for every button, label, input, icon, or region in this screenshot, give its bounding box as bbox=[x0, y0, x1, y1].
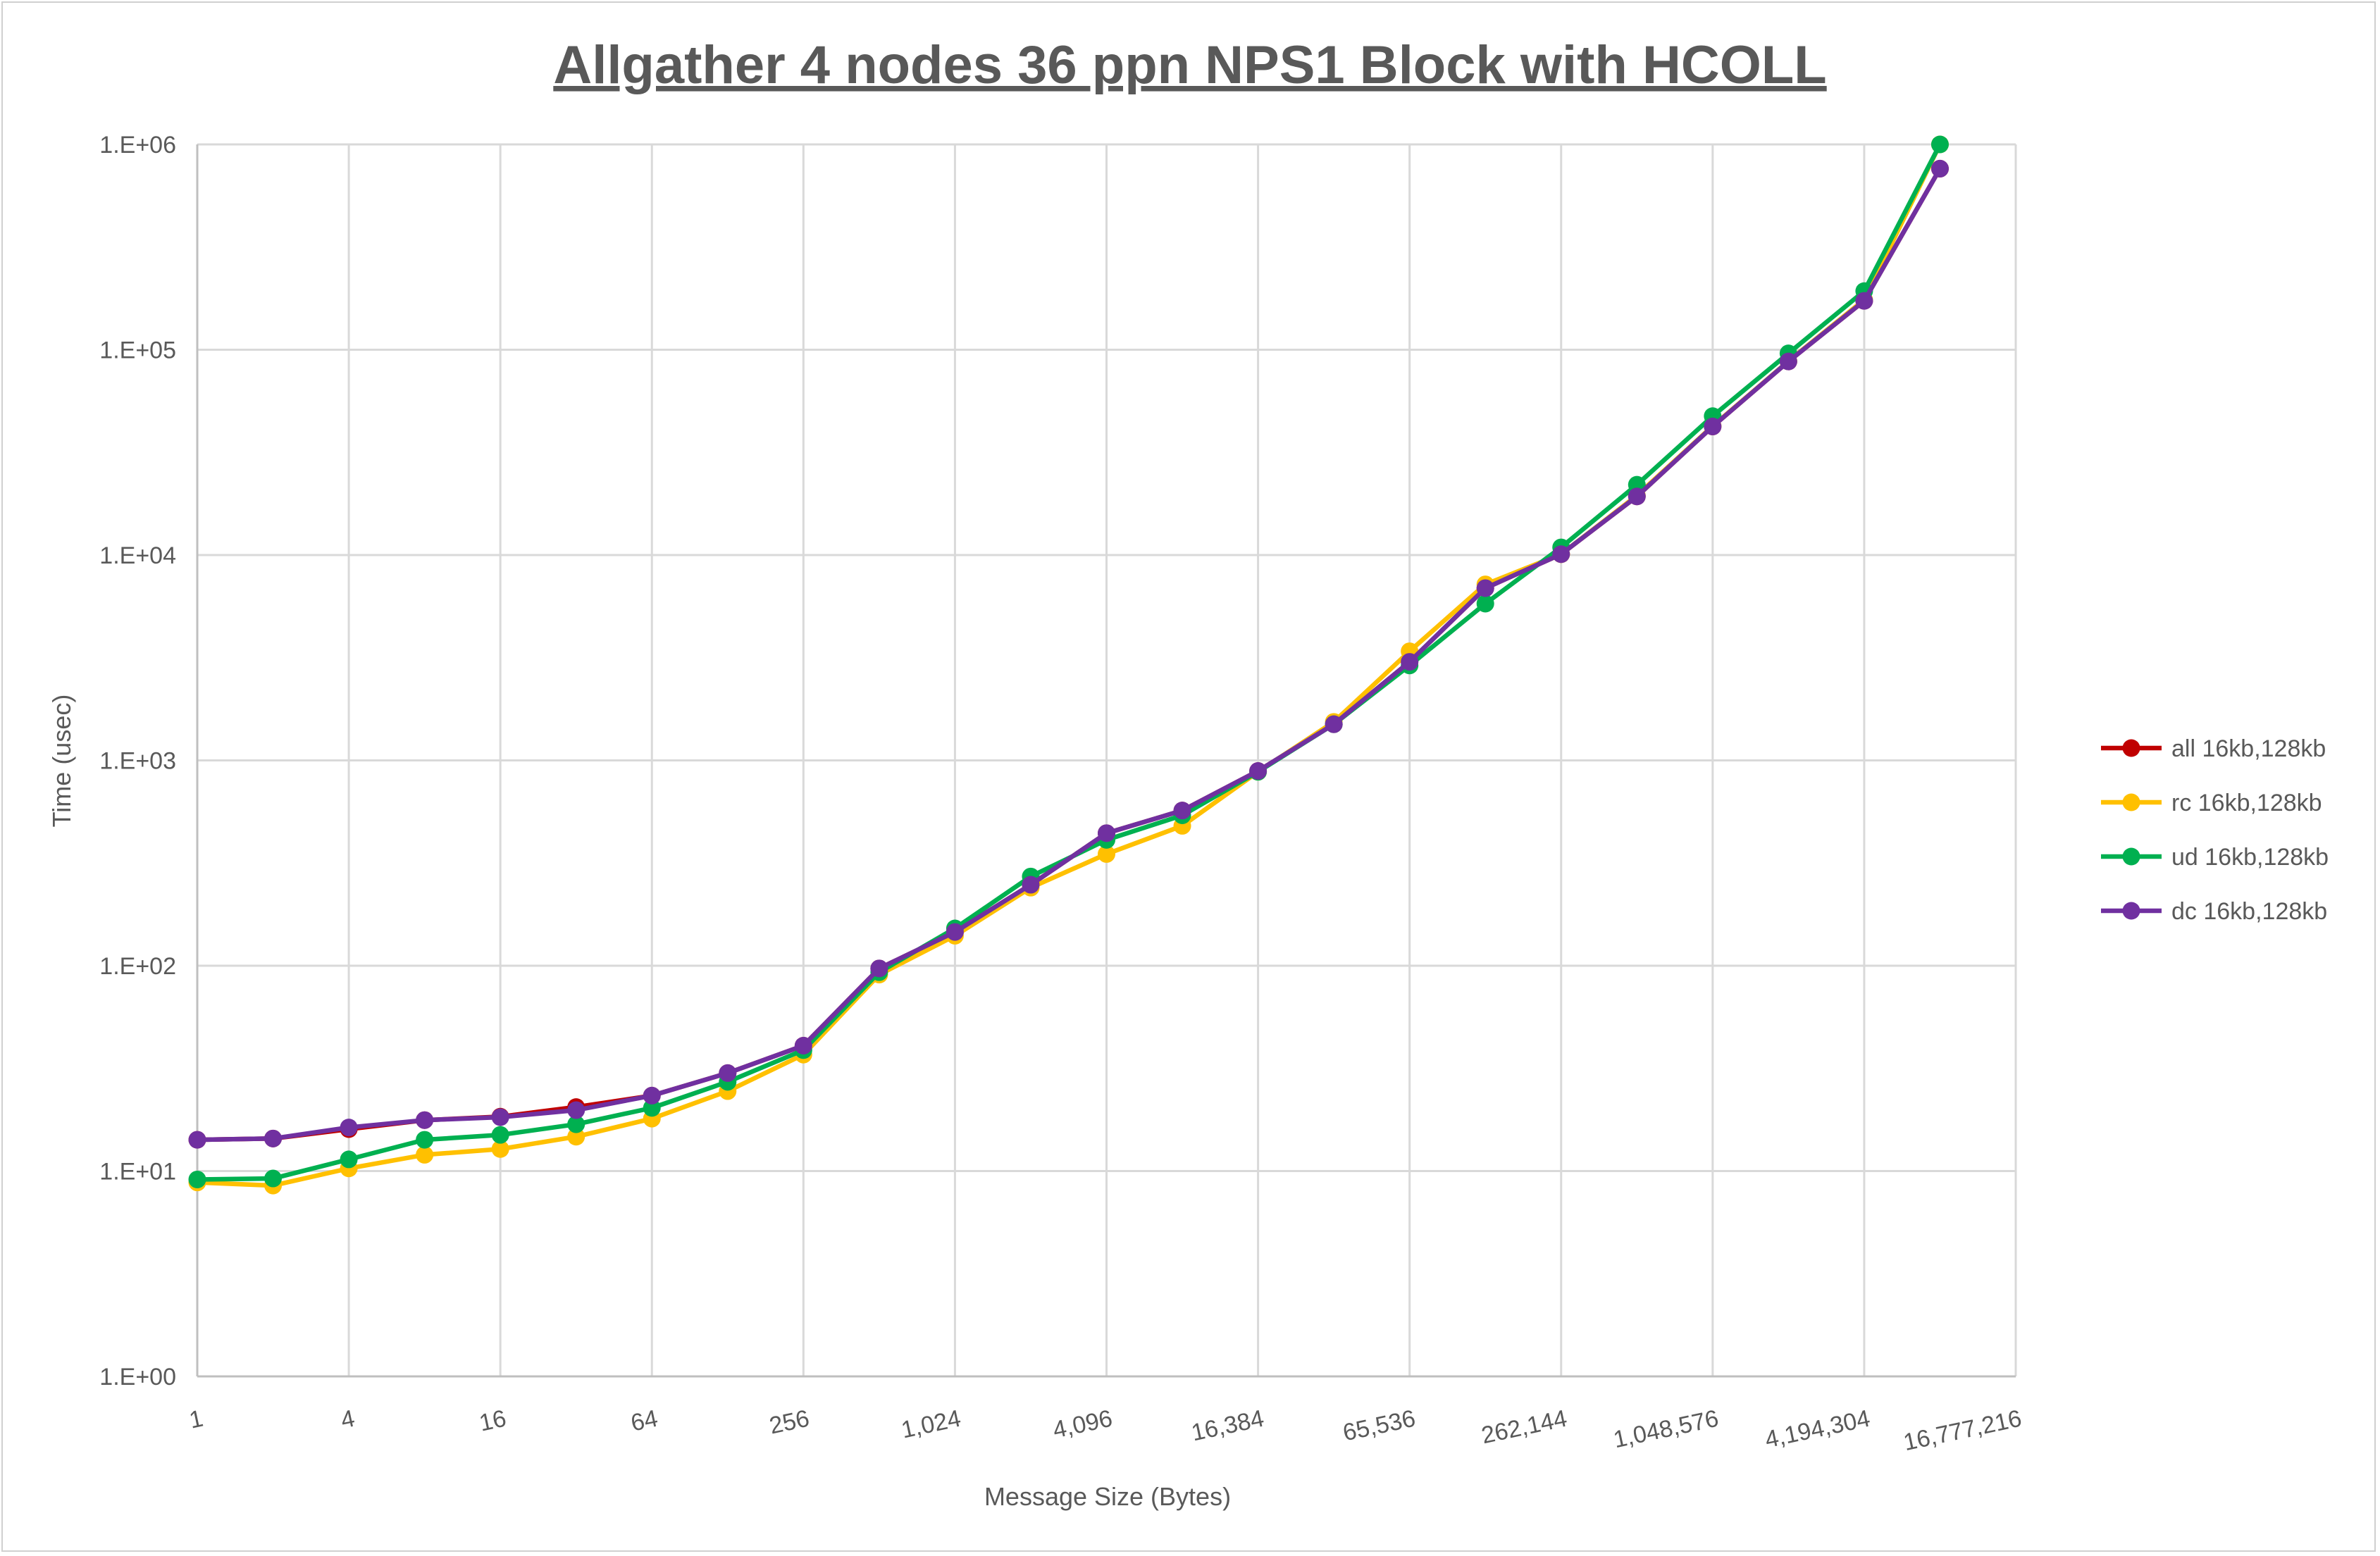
data-point bbox=[870, 959, 888, 978]
data-point bbox=[1098, 824, 1115, 842]
y-tick-label: 1.E+02 bbox=[99, 953, 176, 980]
data-point bbox=[416, 1111, 434, 1129]
x-tick-label: 1,024 bbox=[899, 1405, 963, 1444]
x-tick-label: 64 bbox=[628, 1405, 660, 1437]
series-line bbox=[197, 143, 1942, 1182]
x-tick-label: 65,536 bbox=[1341, 1405, 1418, 1447]
series-dc bbox=[188, 159, 1949, 1149]
data-point bbox=[946, 923, 964, 941]
data-point bbox=[1098, 845, 1115, 863]
x-tick-label: 16 bbox=[477, 1405, 509, 1437]
legend-marker bbox=[2122, 793, 2140, 811]
legend-item: rc 16kb,128kb bbox=[2101, 790, 2322, 816]
series-line bbox=[197, 167, 1942, 1143]
data-point bbox=[340, 1119, 358, 1137]
legend-item: all 16kb,128kb bbox=[2101, 735, 2326, 762]
series-group bbox=[188, 135, 1949, 1195]
chart-title: Allgather 4 nodes 36 ppn NPS1 Block with… bbox=[553, 35, 1826, 95]
data-point bbox=[1249, 762, 1268, 780]
series-ud bbox=[188, 135, 1949, 1188]
data-point bbox=[794, 1036, 812, 1054]
data-point bbox=[643, 1086, 661, 1104]
x-tick-label: 1,048,576 bbox=[1611, 1405, 1721, 1454]
data-point bbox=[1552, 545, 1570, 564]
legend: all 16kb,128kb rc 16kb,128kb ud 16kb,128kb… bbox=[2101, 735, 2329, 925]
data-point bbox=[1173, 802, 1191, 820]
data-point bbox=[643, 1099, 661, 1117]
data-point bbox=[1476, 579, 1494, 597]
x-tick-label: 16,777,216 bbox=[1901, 1405, 2023, 1457]
y-tick-label: 1.E+06 bbox=[99, 132, 176, 158]
data-point bbox=[264, 1169, 283, 1188]
data-point bbox=[1855, 292, 1873, 310]
series-all bbox=[188, 159, 1949, 1149]
data-point bbox=[567, 1115, 585, 1133]
data-point bbox=[491, 1126, 509, 1144]
data-point bbox=[1401, 653, 1419, 671]
data-point bbox=[491, 1140, 509, 1158]
y-axis-label: Time (usec) bbox=[47, 695, 76, 828]
y-tick-label: 1.E+01 bbox=[99, 1159, 176, 1185]
series-line bbox=[197, 143, 1942, 1188]
data-point bbox=[1628, 487, 1646, 506]
x-tick-label: 256 bbox=[767, 1405, 812, 1440]
legend-label: ud 16kb,128kb bbox=[2171, 844, 2329, 871]
legend-item: dc 16kb,128kb bbox=[2101, 898, 2327, 925]
data-point bbox=[188, 1131, 206, 1149]
x-axis-label: Message Size (Bytes) bbox=[984, 1482, 1231, 1511]
data-point bbox=[416, 1131, 434, 1149]
x-tick-label: 4,096 bbox=[1050, 1405, 1115, 1444]
x-tick-label: 262,144 bbox=[1479, 1405, 1569, 1450]
y-tick-label: 1.E+00 bbox=[99, 1364, 176, 1390]
legend-marker bbox=[2122, 902, 2140, 920]
data-point bbox=[1930, 159, 1949, 178]
x-axis-ticks: 1 4 16 64 256 1,024 4,096 16,384 65,536 262,144 1,… bbox=[187, 1405, 2023, 1457]
legend-label: dc 16kb,128kb bbox=[2171, 898, 2327, 925]
series-rc bbox=[188, 135, 1949, 1195]
legend-label: rc 16kb,128kb bbox=[2171, 790, 2322, 816]
data-point bbox=[1779, 352, 1797, 371]
data-point bbox=[188, 1170, 206, 1188]
x-tick-label: 16,384 bbox=[1189, 1405, 1267, 1447]
data-point bbox=[567, 1101, 585, 1119]
data-point bbox=[491, 1108, 509, 1126]
y-tick-label: 1.E+03 bbox=[99, 748, 176, 775]
data-point bbox=[340, 1150, 358, 1169]
y-tick-label: 1.E+04 bbox=[99, 542, 176, 569]
y-tick-label: 1.E+05 bbox=[99, 337, 176, 364]
x-tick-label: 4 bbox=[338, 1405, 357, 1434]
legend-marker bbox=[2122, 739, 2140, 757]
data-point bbox=[567, 1128, 585, 1146]
x-tick-label: 1 bbox=[187, 1405, 205, 1434]
data-point bbox=[1022, 876, 1040, 894]
data-point bbox=[416, 1145, 434, 1164]
data-point bbox=[1476, 595, 1494, 613]
data-point bbox=[1325, 715, 1343, 733]
grid bbox=[196, 143, 2017, 1378]
series-line bbox=[197, 167, 1942, 1143]
data-point bbox=[1930, 135, 1949, 154]
data-point bbox=[719, 1064, 737, 1082]
y-axis-ticks: 1.E+00 1.E+01 1.E+02 1.E+03 1.E+04 1.E+05 1.E+… bbox=[99, 132, 176, 1390]
legend-label: all 16kb,128kb bbox=[2171, 735, 2326, 762]
legend-marker bbox=[2122, 847, 2140, 866]
data-point bbox=[264, 1129, 283, 1147]
legend-item: ud 16kb,128kb bbox=[2101, 844, 2329, 871]
data-point bbox=[1704, 417, 1722, 435]
x-tick-label: 4,194,304 bbox=[1763, 1405, 1873, 1454]
